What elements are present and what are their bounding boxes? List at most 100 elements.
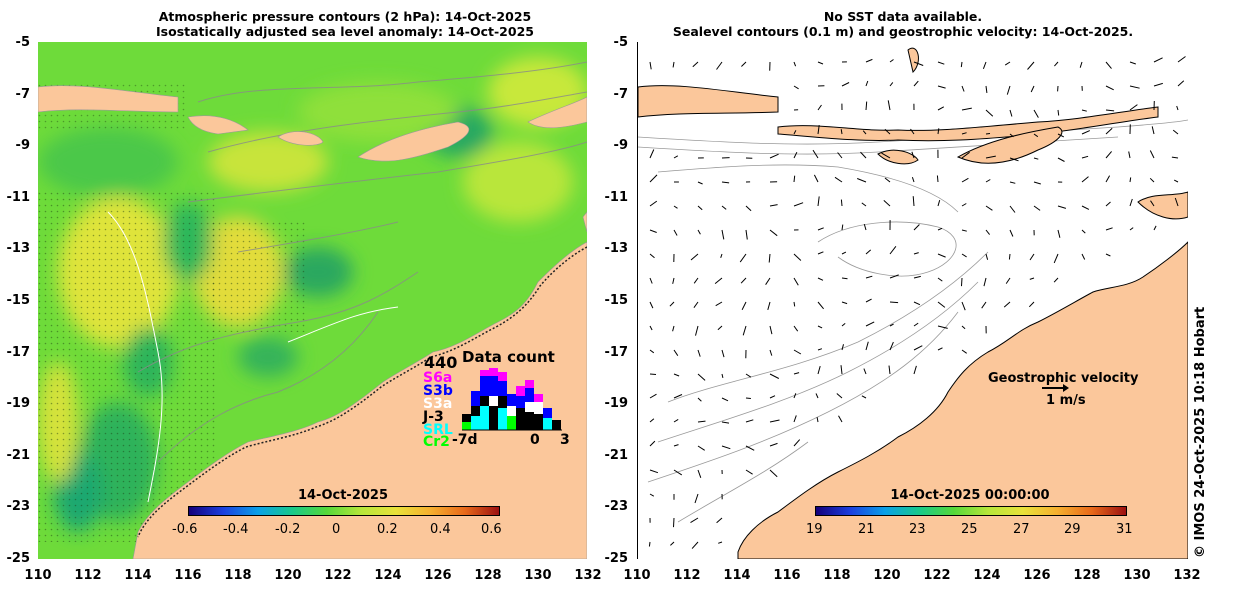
velocity-arrow bbox=[1057, 205, 1067, 209]
velocity-arrow bbox=[1003, 301, 1011, 308]
left-cb-tick: 0.2 bbox=[377, 522, 398, 537]
velocity-arrow bbox=[862, 130, 867, 135]
velocity-arrow bbox=[985, 109, 994, 117]
velocity-arrow bbox=[673, 444, 679, 447]
velocity-arrow bbox=[1033, 181, 1041, 185]
velocity-arrow bbox=[721, 397, 729, 402]
data-count-axis-start: -7d bbox=[452, 432, 478, 448]
velocity-arrow bbox=[817, 301, 824, 310]
velocity-arrow bbox=[985, 253, 989, 260]
velocity-arrow bbox=[836, 393, 843, 399]
velocity-arrow bbox=[913, 80, 919, 87]
data-count-inset: 440 Data count S6a S3b S3a J-3 SRL Cr2 -… bbox=[420, 346, 570, 450]
velocity-arrow bbox=[841, 344, 844, 351]
velocity-arrow bbox=[718, 541, 723, 544]
velocity-arrow bbox=[742, 325, 747, 336]
left-map bbox=[38, 42, 587, 559]
left-cb-tick: 0.4 bbox=[430, 522, 451, 537]
velocity-arrow bbox=[745, 397, 751, 399]
velocity-arrow bbox=[889, 323, 894, 327]
velocity-arrow bbox=[815, 393, 819, 399]
velocity-arrow bbox=[985, 133, 991, 135]
velocity-arrow bbox=[692, 61, 699, 68]
velocity-arrow bbox=[840, 365, 843, 375]
velocity-arrow bbox=[649, 440, 656, 447]
velocity-arrow bbox=[672, 325, 675, 332]
velocity-arrow bbox=[985, 205, 993, 211]
velocity-arrow bbox=[1129, 227, 1134, 231]
sat-label-cr2: Cr2 bbox=[423, 434, 450, 448]
x-tick-label: 128 bbox=[1073, 568, 1101, 583]
velocity-arrow bbox=[1033, 205, 1041, 211]
velocity-arrow bbox=[721, 229, 725, 240]
velocity-arrow bbox=[961, 253, 967, 258]
left-colorbar-title: 14-Oct-2025 bbox=[297, 488, 389, 503]
velocity-arrow bbox=[721, 445, 731, 450]
velocity-arrow bbox=[913, 61, 924, 66]
velocity-arrow bbox=[889, 301, 899, 304]
velocity-arrow bbox=[889, 274, 899, 279]
velocity-arrow bbox=[715, 301, 723, 307]
velocity-arrow bbox=[960, 61, 963, 68]
velocity-arrow bbox=[768, 253, 771, 263]
sat-label-s3a: S3a bbox=[423, 396, 452, 412]
velocity-arrow bbox=[1172, 129, 1179, 135]
velocity-arrow bbox=[697, 373, 706, 381]
velocity-arrow bbox=[863, 368, 867, 375]
velocity-arrow bbox=[649, 469, 659, 474]
velocity-arrow bbox=[694, 493, 699, 504]
velocity-arrow bbox=[817, 227, 824, 231]
velocity-arrow bbox=[983, 277, 987, 287]
velocity-arrow bbox=[817, 277, 824, 281]
data-count-title: Data count bbox=[462, 348, 555, 366]
y-tick-label: -13 bbox=[6, 241, 31, 256]
velocity-arrow bbox=[817, 61, 824, 65]
velocity-arrow bbox=[817, 104, 822, 111]
velocity-arrow bbox=[1005, 277, 1011, 284]
velocity-arrow bbox=[669, 301, 675, 307]
velocity-arrow bbox=[1009, 133, 1014, 138]
right-cb-tick: 31 bbox=[1116, 522, 1133, 537]
velocity-arrow bbox=[1053, 253, 1059, 264]
y-tick-label: -5 bbox=[613, 35, 628, 50]
velocity-arrow bbox=[673, 373, 680, 377]
velocity-arrow bbox=[841, 277, 848, 280]
velocity-arrow bbox=[841, 224, 844, 231]
velocity-arrow bbox=[672, 61, 675, 68]
velocity-arrow bbox=[1153, 57, 1163, 63]
velocity-arrow bbox=[985, 229, 990, 235]
y-tick-label: -11 bbox=[6, 190, 31, 205]
velocity-arrow bbox=[745, 445, 755, 451]
velocity-arrow bbox=[1105, 61, 1112, 69]
credit-text: © IMOS 24-Oct-2025 10:18 Hobart bbox=[1193, 306, 1208, 558]
velocity-arrow bbox=[961, 132, 967, 135]
velocity-arrow bbox=[816, 417, 819, 423]
velocity-arrow bbox=[961, 277, 963, 287]
x-tick-label: 110 bbox=[24, 568, 52, 583]
velocity-arrow bbox=[769, 442, 778, 447]
y-tick-label: -15 bbox=[6, 293, 31, 308]
velocity-arrow bbox=[937, 325, 948, 329]
velocity-arrow bbox=[1079, 61, 1083, 68]
velocity-arrow bbox=[649, 277, 653, 284]
velocity-arrow bbox=[793, 301, 796, 307]
y-tick-label: -25 bbox=[6, 551, 31, 566]
velocity-arrow bbox=[649, 393, 657, 399]
right-cb-tick: 21 bbox=[858, 522, 875, 537]
velocity-arrow bbox=[769, 419, 780, 423]
velocity-arrow bbox=[1129, 177, 1132, 183]
velocity-arrow bbox=[913, 252, 919, 255]
velocity-arrow bbox=[649, 493, 655, 497]
velocity-arrow bbox=[673, 418, 679, 423]
x-tick-label: 126 bbox=[424, 568, 452, 583]
velocity-arrow bbox=[865, 275, 873, 279]
velocity-arrow bbox=[937, 106, 945, 111]
velocity-arrow bbox=[1128, 151, 1131, 159]
left-colorbar bbox=[188, 506, 500, 516]
velocity-arrow bbox=[673, 229, 678, 236]
velocity-arrow bbox=[1028, 301, 1035, 308]
velocity-arrow bbox=[745, 373, 752, 378]
x-tick-label: 120 bbox=[274, 568, 302, 583]
velocity-arrow bbox=[673, 349, 679, 356]
velocity-arrow bbox=[1151, 126, 1155, 135]
